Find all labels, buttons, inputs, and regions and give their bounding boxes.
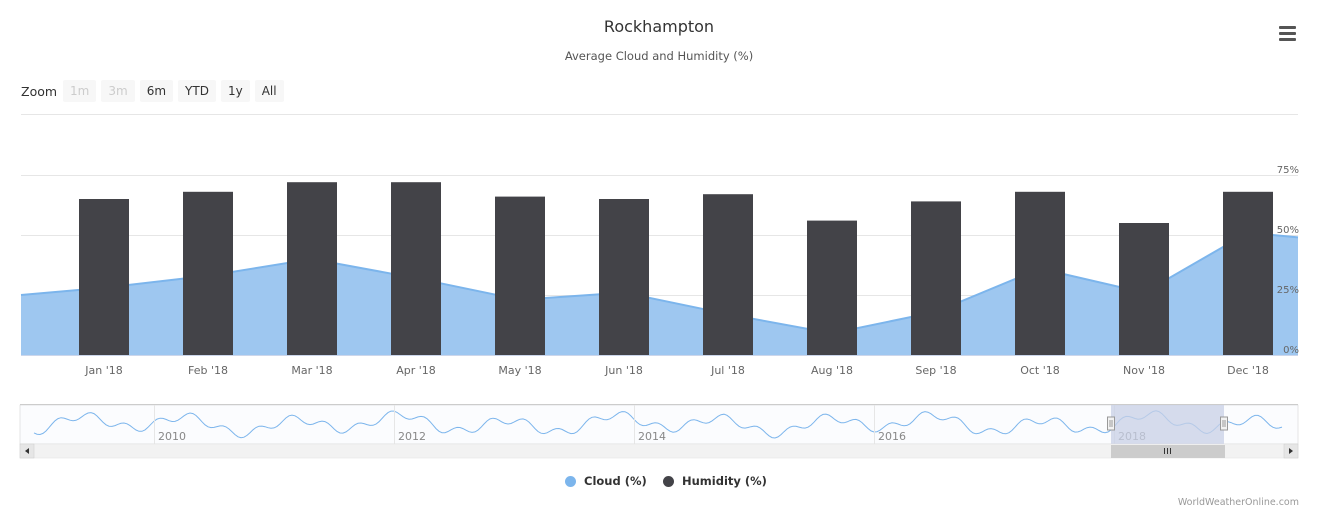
x-axis-labels: Jan '18 Feb '18 Mar '18 Apr '18 May '18 Jun '…: [84, 364, 1269, 377]
zoom-1m-button[interactable]: 1m: [63, 80, 97, 102]
zoom-6m-button[interactable]: 6m: [139, 80, 174, 102]
zoom-ytd-button[interactable]: YTD: [178, 80, 216, 102]
zoom-3m-button[interactable]: 3m: [101, 80, 135, 102]
chart-subtitle: Average Cloud and Humidity (%): [564, 49, 754, 63]
zoom-1y-button[interactable]: 1y: [220, 80, 250, 102]
humidity-bar-nov-18: [1119, 223, 1169, 355]
legend-cloud-label: Cloud (%): [584, 474, 647, 488]
x-tick-label: Mar '18: [291, 364, 332, 377]
humidity-bar-may-18: [495, 196, 545, 355]
humidity-column-series: [79, 182, 1273, 355]
humidity-legend-dot-icon: [663, 475, 674, 487]
navigator-series-line: [33, 410, 1283, 439]
scrollbar-track[interactable]: [19, 443, 1299, 459]
humidity-bar-dec-18: [1223, 191, 1273, 355]
humidity-bar-feb-18: [183, 191, 233, 355]
scrollbar[interactable]: [19, 443, 1299, 459]
x-tick-label: Feb '18: [188, 364, 228, 377]
y-tick-label: 0%: [1283, 345, 1299, 356]
x-tick-label: Dec '18: [1227, 364, 1269, 377]
navigator-year-label: 2012: [398, 430, 426, 443]
humidity-bar-sep-18: [911, 201, 961, 355]
x-tick-label: May '18: [498, 364, 541, 377]
credits-link[interactable]: WorldWeatherOnline.com: [1177, 497, 1299, 508]
x-tick-label: Apr '18: [396, 364, 436, 377]
legend-item-humidity[interactable]: Humidity (%): [663, 474, 767, 488]
cloud-area-fill: [21, 232, 1298, 355]
zoom-all-button[interactable]: All: [254, 80, 284, 102]
x-tick-label: Sep '18: [915, 364, 956, 377]
navigator-right-handle[interactable]: [1220, 416, 1228, 431]
humidity-bar-jun-18: [599, 199, 649, 355]
x-tick-label: Oct '18: [1020, 364, 1060, 377]
navigator-left-handle[interactable]: [1107, 416, 1115, 431]
humidity-bar-oct-18: [1015, 191, 1065, 355]
humidity-bar-jul-18: [703, 194, 753, 355]
y-axis-labels: 0% 25% 50% 75%: [1277, 165, 1299, 356]
x-tick-label: Nov '18: [1123, 364, 1165, 377]
scroll-left-arrow-icon: [25, 448, 29, 454]
humidity-bar-jan-18: [79, 199, 129, 355]
zoom-range-selector: Zoom 1m 3m 6m YTD 1y All: [21, 80, 289, 102]
navigator-selected-range[interactable]: [1111, 405, 1224, 444]
x-tick-label: Jul '18: [710, 364, 745, 377]
humidity-bar-apr-18: [391, 182, 441, 355]
x-tick-label: Jun '18: [604, 364, 643, 377]
scrollbar-grip-icon: [1164, 448, 1171, 454]
hamburger-menu-icon[interactable]: [1276, 23, 1300, 45]
scroll-right-arrow-icon: [1289, 448, 1293, 454]
navigator-year-label: 2010: [158, 430, 186, 443]
y-tick-label: 50%: [1277, 225, 1299, 236]
humidity-bar-aug-18: [807, 220, 857, 355]
navigator-year-label: 2016: [878, 430, 906, 443]
zoom-label: Zoom: [21, 83, 58, 99]
y-tick-label: 25%: [1277, 285, 1299, 296]
navigator-year-label: 2014: [638, 430, 666, 443]
chart-title: Rockhampton: [603, 17, 715, 36]
legend-humidity-label: Humidity (%): [682, 474, 767, 488]
cloud-legend-dot-icon: [565, 475, 576, 487]
x-tick-label: Aug '18: [811, 364, 853, 377]
navigator[interactable]: 20102012201420162018: [19, 404, 1299, 445]
x-tick-label: Jan '18: [84, 364, 122, 377]
humidity-bar-mar-18: [287, 182, 337, 355]
legend-item-cloud[interactable]: Cloud (%): [565, 474, 647, 488]
y-tick-label: 75%: [1277, 165, 1299, 176]
navigator-background: [19, 404, 1299, 445]
